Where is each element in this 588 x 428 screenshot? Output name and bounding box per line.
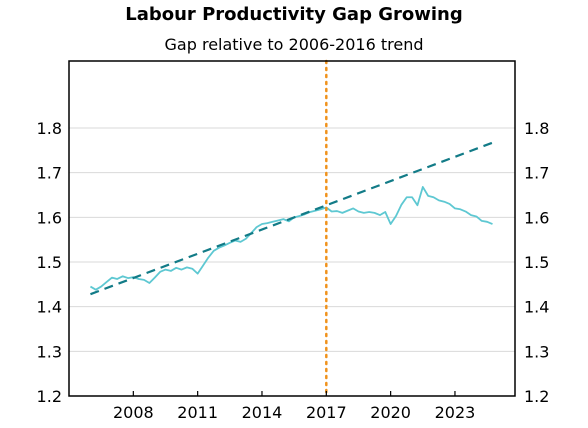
y-tick-label-right: 1.6 (524, 208, 549, 227)
y-tick-label-right: 1.3 (524, 342, 549, 361)
series-layer (89, 141, 494, 296)
x-axis-ticks: 2008 2011 2014 2017 2020 2023 (113, 391, 475, 422)
x-tick-label: 2008 (113, 403, 154, 422)
y-tick-label-left: 1.6 (37, 208, 62, 227)
y-tick-label-right: 1.8 (524, 119, 549, 138)
x-tick-label: 2020 (370, 403, 411, 422)
x-tick-label: 2023 (435, 403, 476, 422)
chart-subtitle: Gap relative to 2006-2016 trend (165, 35, 424, 54)
x-tick-label: 2017 (306, 403, 347, 422)
y-tick-label-left: 1.8 (37, 119, 62, 138)
y-tick-label-right: 1.7 (524, 164, 549, 183)
y-tick-label-left: 1.2 (37, 387, 62, 406)
y-tick-label-left: 1.3 (37, 342, 62, 361)
y-tick-label-left: 1.5 (37, 253, 62, 272)
y-axis-right-ticks: 1.2 1.3 1.4 1.5 1.6 1.7 1.8 (524, 119, 549, 406)
productivity-line (89, 186, 493, 291)
y-axis-left-ticks: 1.2 1.3 1.4 1.5 1.6 1.7 1.8 (37, 119, 62, 406)
trend-line (90, 141, 494, 296)
x-tick-label: 2014 (242, 403, 283, 422)
x-tick-label: 2011 (177, 403, 218, 422)
chart-title: Labour Productivity Gap Growing (125, 4, 463, 25)
y-tick-label-right: 1.4 (524, 298, 549, 317)
gridlines (69, 127, 515, 397)
y-tick-label-left: 1.7 (37, 164, 62, 183)
y-tick-label-left: 1.4 (37, 298, 62, 317)
plot-frame (68, 60, 516, 397)
y-tick-label-right: 1.2 (524, 387, 549, 406)
y-tick-label-right: 1.5 (524, 253, 549, 272)
